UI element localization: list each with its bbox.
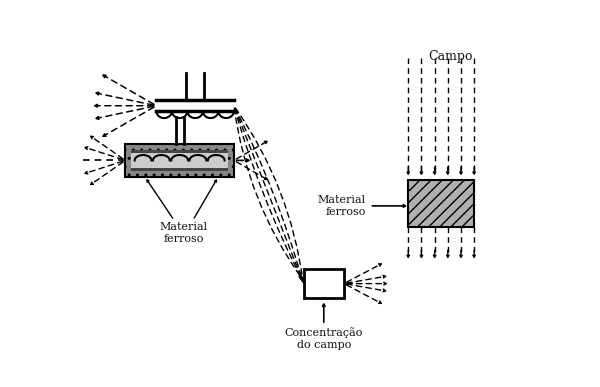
Text: Material
ferroso: Material ferroso — [160, 222, 208, 243]
Text: Material
ferroso: Material ferroso — [317, 195, 365, 217]
Bar — [131, 150, 229, 153]
Bar — [131, 150, 229, 171]
Bar — [408, 180, 474, 228]
Bar — [304, 269, 344, 298]
Text: Campo: Campo — [428, 50, 473, 63]
Bar — [408, 180, 474, 228]
Bar — [125, 144, 234, 176]
Bar — [131, 168, 229, 171]
Text: Concentração
do campo: Concentração do campo — [284, 327, 363, 350]
Bar — [125, 144, 234, 176]
